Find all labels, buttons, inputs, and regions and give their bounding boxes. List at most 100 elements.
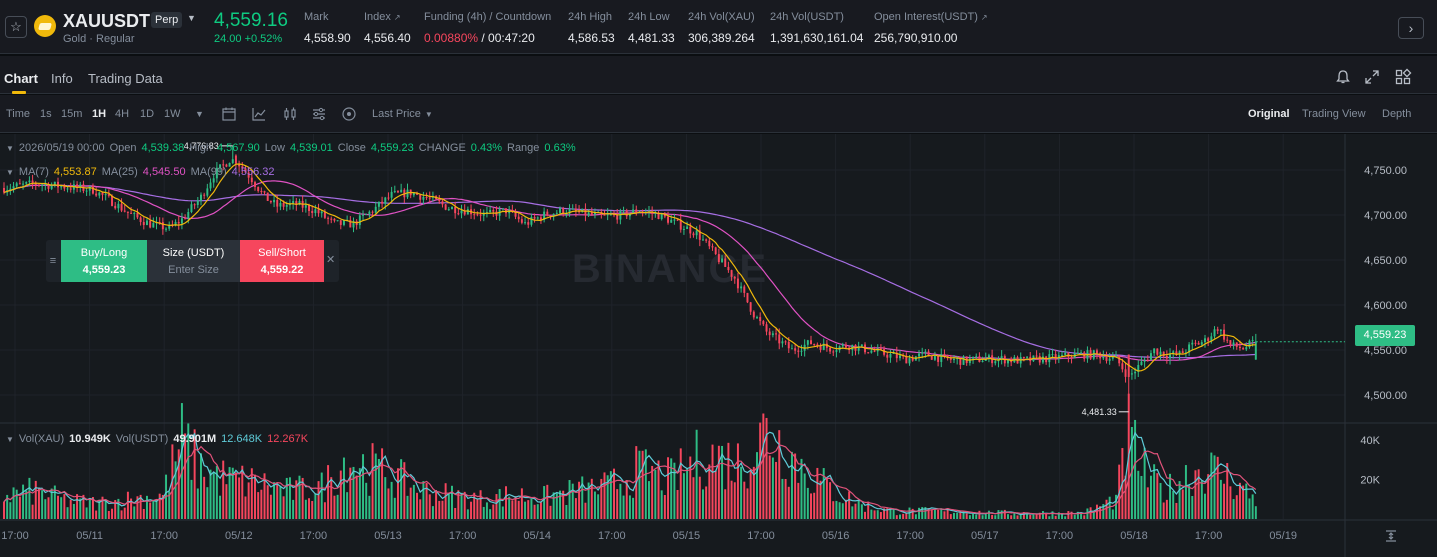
price-type-select[interactable]: Last Price ▼ xyxy=(372,108,433,120)
interval-1s[interactable]: 1s xyxy=(40,108,52,120)
calendar-icon[interactable] xyxy=(221,106,237,122)
time-tick-label: 17:00 xyxy=(150,530,178,542)
volume-bar xyxy=(88,497,91,519)
volume-bar xyxy=(254,474,256,519)
candle-body xyxy=(533,217,536,219)
favorite-star-icon[interactable]: ☆ xyxy=(5,16,27,38)
size-input[interactable]: Size (USDT) Enter Size xyxy=(147,240,240,282)
sell-short-button[interactable]: Sell/Short 4,559.22 xyxy=(240,240,324,282)
buy-long-button[interactable]: Buy/Long 4,559.23 xyxy=(61,240,147,282)
collapse-arrow-icon[interactable]: ▼ xyxy=(6,143,14,153)
candle-body xyxy=(571,208,574,210)
volume-bar xyxy=(1102,504,1105,519)
candle-body xyxy=(702,239,704,241)
volume-bar xyxy=(1092,511,1095,519)
volume-bar xyxy=(393,497,396,519)
volume-bar xyxy=(149,502,152,519)
symbol-name[interactable]: XAUUSDT xyxy=(63,11,151,31)
time-tick-label: 17:00 xyxy=(1,530,29,542)
interval-15m[interactable]: 15m xyxy=(61,108,83,120)
candle-body xyxy=(1216,329,1219,331)
view-trading-view[interactable]: Trading View xyxy=(1302,108,1366,120)
volume-bar xyxy=(1191,496,1194,519)
candle-body xyxy=(530,217,533,225)
view-depth[interactable]: Depth xyxy=(1382,108,1412,120)
ma99-value: 4,556.32 xyxy=(231,166,275,178)
candle-body xyxy=(1140,361,1143,366)
volume-bar xyxy=(584,502,587,519)
tab-chart[interactable]: Chart xyxy=(4,71,38,86)
chart-area[interactable]: BINANCE 4,750.00 4,700.00 4,650.00 4,600.00… xyxy=(0,134,1437,557)
drawing-tools-icon[interactable] xyxy=(341,106,357,122)
candle-body xyxy=(794,348,797,351)
drag-handle-icon[interactable]: ≡ xyxy=(49,255,57,267)
candle-body xyxy=(88,186,91,191)
buy-price: 4,559.23 xyxy=(82,264,126,276)
volume-bar xyxy=(219,495,222,519)
collapse-arrow-icon[interactable]: ▼ xyxy=(6,167,14,177)
fit-to-screen-icon[interactable] xyxy=(1384,529,1398,543)
candle-body xyxy=(139,217,142,222)
interval-time[interactable]: Time xyxy=(6,108,31,120)
tab-info[interactable]: Info xyxy=(51,71,73,86)
volume-bar xyxy=(943,511,946,519)
candle-body xyxy=(368,211,371,215)
fullscreen-icon[interactable] xyxy=(1363,68,1381,86)
volume-bar xyxy=(263,473,266,519)
volume-bar xyxy=(641,450,644,519)
candle-body xyxy=(555,212,558,214)
layout-grid-icon[interactable] xyxy=(1394,68,1412,86)
candle-body xyxy=(215,167,218,179)
volume-bar xyxy=(679,448,682,519)
candle-body xyxy=(743,286,746,293)
volume-bars xyxy=(3,393,1257,519)
external-link-icon[interactable]: ↗ xyxy=(980,13,988,22)
candle-body xyxy=(374,206,377,213)
interval-1h[interactable]: 1H xyxy=(92,108,107,120)
candle-body xyxy=(1111,356,1114,359)
price-chart[interactable]: BINANCE 4,750.00 4,700.00 4,650.00 4,600.00… xyxy=(0,134,1437,557)
view-original[interactable]: Original xyxy=(1248,108,1290,120)
volume-bar xyxy=(1143,447,1146,519)
volume-bar xyxy=(670,458,673,519)
tab-trading-data[interactable]: Trading Data xyxy=(88,71,163,86)
chevron-down-icon[interactable]: ▼ xyxy=(195,109,204,119)
bell-icon[interactable] xyxy=(1334,68,1352,86)
candle-body xyxy=(327,217,330,219)
candle-body xyxy=(145,220,148,226)
volume-bar xyxy=(136,496,139,519)
external-link-icon[interactable]: ↗ xyxy=(393,13,401,22)
chevron-right-icon[interactable]: › xyxy=(1398,17,1424,39)
volume-bar xyxy=(721,445,724,519)
close-icon[interactable]: ✕ xyxy=(326,254,336,266)
volume-bar xyxy=(975,514,978,519)
candle-body xyxy=(276,199,279,207)
volume-bar xyxy=(158,493,161,519)
interval-1w[interactable]: 1W xyxy=(164,108,181,120)
candle-body xyxy=(844,344,847,348)
candle-body xyxy=(584,208,587,216)
candle-body xyxy=(829,347,832,352)
candle-body xyxy=(377,201,380,207)
interval-4h[interactable]: 4H xyxy=(115,108,130,120)
chevron-down-icon[interactable]: ▼ xyxy=(187,13,196,23)
candle-body xyxy=(841,344,844,347)
candle-body xyxy=(1165,356,1168,359)
interval-1d[interactable]: 1D xyxy=(140,108,155,120)
collapse-arrow-icon[interactable]: ▼ xyxy=(6,434,14,444)
ma-legend: ▼ MA(7) 4,553.87 MA(25) 4,545.50 MA(99) 4,5… xyxy=(6,166,275,178)
volume-bar xyxy=(848,491,851,519)
settings-sliders-icon[interactable] xyxy=(311,106,327,122)
indicator-chart-icon[interactable] xyxy=(251,106,267,122)
funding-countdown: / 00:47:20 xyxy=(478,31,535,45)
price-change: 24.00 +0.52% xyxy=(214,33,283,45)
candle-body xyxy=(317,209,320,214)
time-tick-label: 05/18 xyxy=(1120,530,1148,542)
candle-body xyxy=(593,212,596,215)
candlestick-icon[interactable] xyxy=(282,106,298,122)
candle-body xyxy=(711,246,714,248)
candle-body xyxy=(867,352,870,354)
volume-bar xyxy=(276,483,279,519)
volume-bar xyxy=(145,495,148,519)
gold-coin-icon xyxy=(34,15,56,37)
